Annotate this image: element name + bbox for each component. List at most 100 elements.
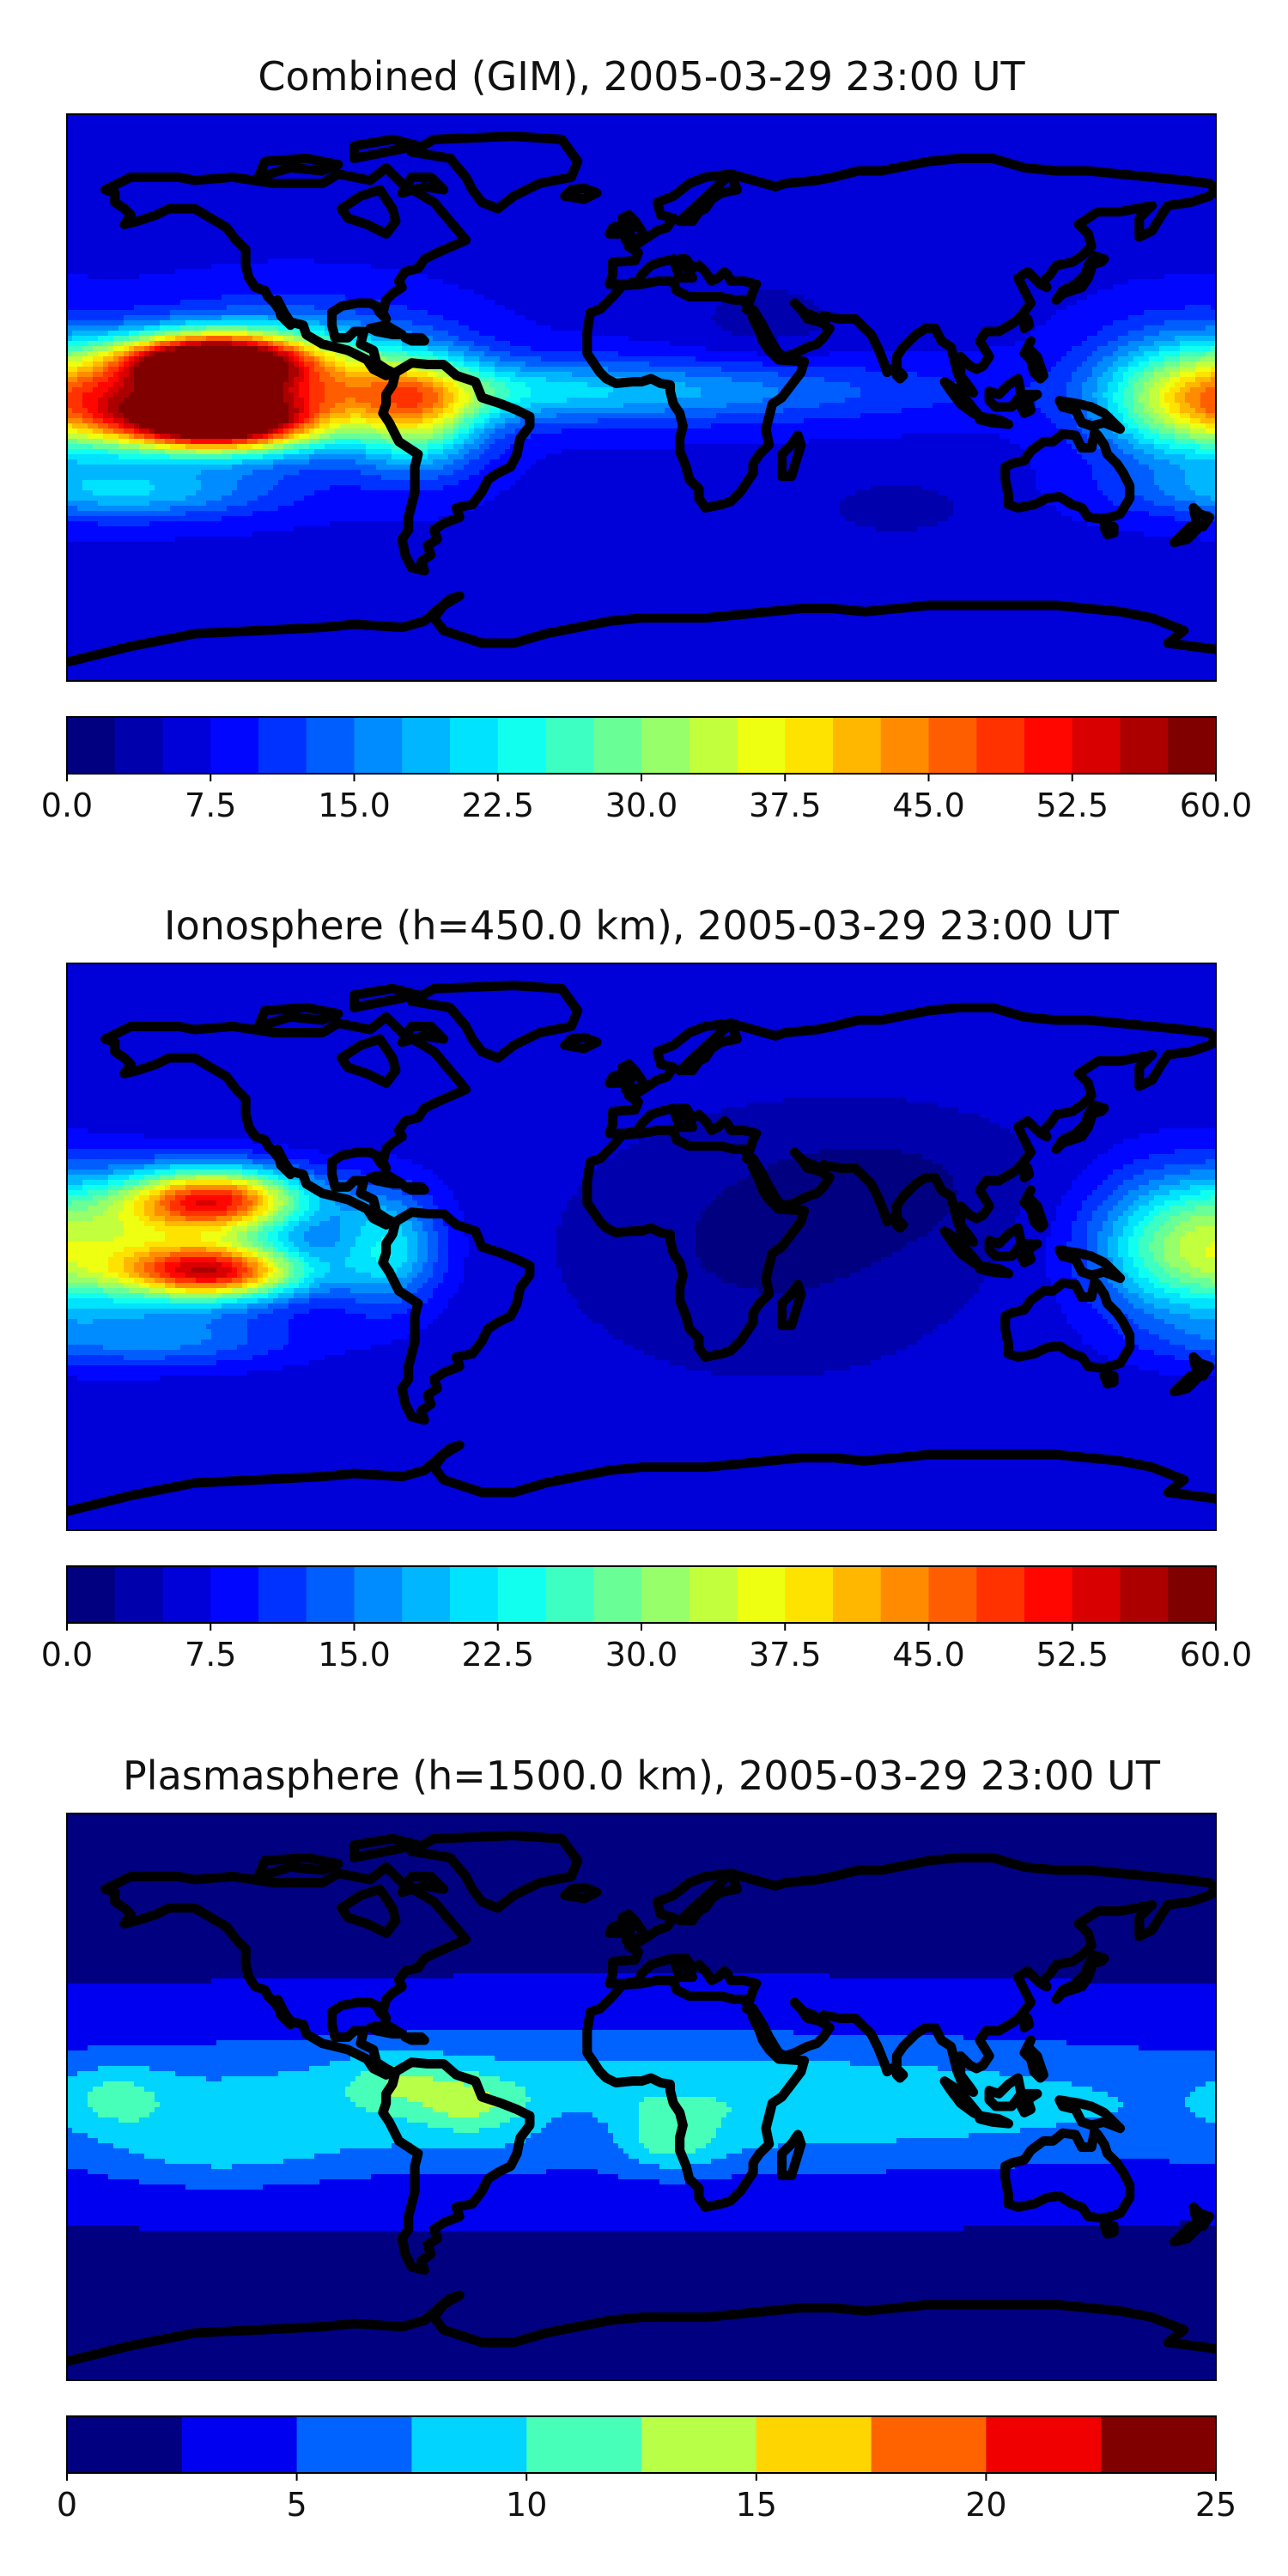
field-cell — [742, 130, 748, 136]
field-cell — [752, 125, 758, 131]
field-cell — [304, 135, 310, 141]
field-cell — [675, 135, 681, 141]
field-cell — [289, 135, 295, 141]
field-cell — [716, 125, 722, 131]
field-cell — [639, 140, 645, 146]
field-cell — [984, 119, 990, 125]
field-cell — [1005, 135, 1011, 141]
field-cell — [263, 140, 269, 146]
field-cell — [994, 125, 1000, 131]
field-cell — [273, 145, 279, 151]
field-cell — [500, 145, 506, 151]
field-cell — [768, 140, 774, 146]
field-cell — [319, 135, 325, 141]
field-cell — [840, 125, 846, 131]
field-cell — [1005, 130, 1011, 136]
field-cell — [242, 119, 248, 125]
field-cell — [222, 135, 228, 141]
field-cell — [237, 130, 243, 136]
field-cell — [1164, 135, 1170, 141]
field-cell — [629, 119, 635, 125]
field-cell — [974, 119, 980, 125]
field-cell — [1159, 130, 1165, 136]
field-cell — [716, 140, 722, 146]
figure: Combined (GIM), 2005-03-29 23:00 UT 0.0 7… — [0, 0, 1288, 2576]
field-cell — [1077, 119, 1083, 125]
field-cell — [165, 150, 171, 156]
field-cell — [737, 140, 743, 146]
field-cell — [809, 130, 815, 136]
field-cell — [670, 125, 676, 131]
field-cell — [860, 150, 866, 156]
field-cell — [1180, 140, 1186, 146]
field-cell — [546, 150, 552, 156]
field-cell — [77, 119, 83, 125]
field-cell — [160, 140, 166, 146]
field-cell — [165, 119, 171, 125]
field-cell — [701, 125, 707, 131]
field-cell — [1082, 135, 1088, 141]
field-cell — [670, 145, 676, 151]
field-cell — [922, 145, 928, 151]
field-cell — [685, 150, 691, 156]
field-cell — [788, 125, 794, 131]
field-cell — [799, 140, 805, 146]
field-cell — [325, 140, 331, 146]
field-cell — [737, 119, 743, 125]
field-cell — [706, 135, 712, 141]
field-cell — [1139, 125, 1145, 131]
field-cell — [98, 119, 104, 125]
field-cell — [242, 140, 248, 146]
field-cell — [278, 130, 284, 136]
field-cell — [464, 119, 470, 125]
field-cell — [1010, 140, 1016, 146]
field-cell — [330, 125, 336, 131]
field-cell — [613, 135, 619, 141]
field-cell — [933, 145, 939, 151]
field-cell — [896, 125, 902, 131]
field-cell — [1030, 125, 1036, 131]
field-cell — [845, 135, 851, 141]
field-cell — [788, 140, 794, 146]
field-cell — [144, 119, 150, 125]
field-cell — [149, 135, 155, 141]
field-cell — [1066, 145, 1072, 151]
field-cell — [592, 145, 598, 151]
field-cell — [999, 140, 1005, 146]
field-cell — [252, 145, 258, 151]
field-cell — [933, 130, 939, 136]
field-cell — [654, 145, 660, 151]
field-cell — [587, 150, 593, 156]
field-cell — [618, 140, 624, 146]
field-cell — [515, 125, 521, 131]
field-cell — [124, 135, 130, 141]
field-cell — [1030, 119, 1036, 125]
field-cell — [412, 119, 418, 125]
field-cell — [227, 135, 233, 141]
field-cell — [139, 130, 145, 136]
field-cell — [989, 119, 995, 125]
field-cell — [654, 140, 660, 146]
field-cell — [845, 150, 851, 156]
field-cell — [860, 145, 866, 151]
field-cell — [1133, 119, 1139, 125]
field-cell — [958, 140, 964, 146]
field-cell — [520, 125, 526, 131]
field-cell — [505, 119, 511, 125]
field-cell — [783, 130, 789, 136]
field-cell — [649, 135, 655, 141]
field-cell — [258, 145, 264, 151]
field-cell — [201, 150, 207, 156]
field-cell — [1020, 125, 1026, 131]
field-cell — [969, 125, 975, 131]
field-cell — [252, 130, 258, 136]
field-cell — [206, 130, 212, 136]
field-cell — [701, 140, 707, 146]
field-cell — [732, 125, 738, 131]
field-cell — [690, 150, 696, 156]
field-cell — [824, 125, 830, 131]
field-cell — [938, 140, 944, 146]
field-cell — [464, 145, 470, 151]
field-cell — [428, 130, 434, 136]
field-cell — [582, 145, 588, 151]
